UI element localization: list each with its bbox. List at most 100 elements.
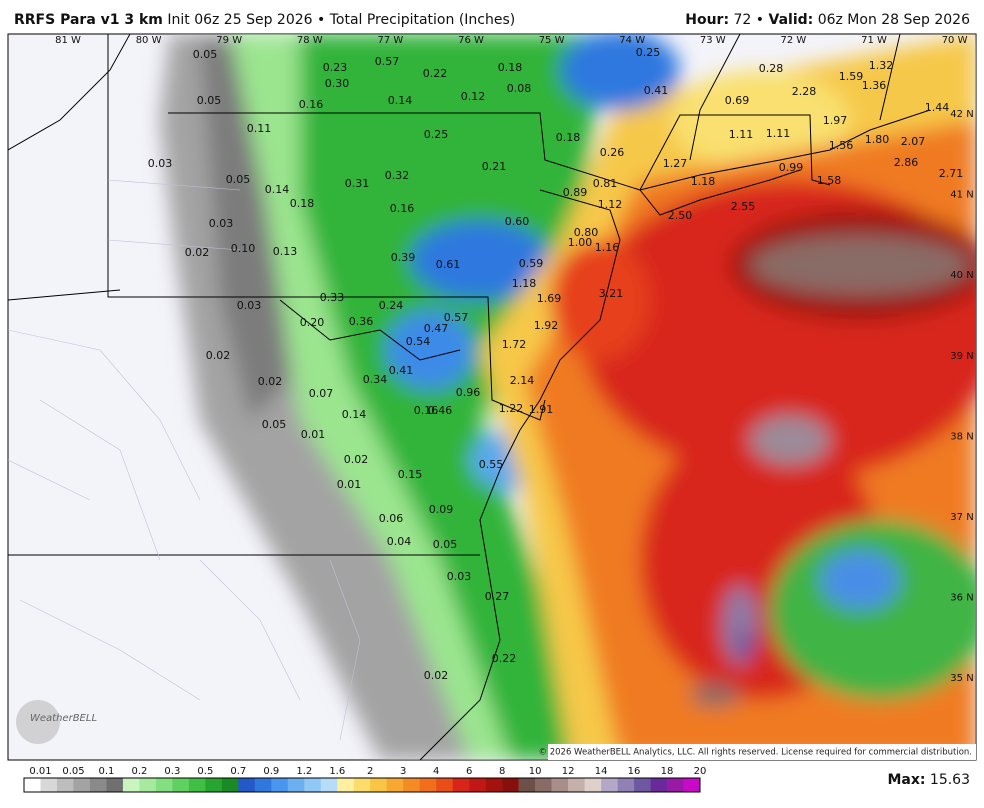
colorbar-cell bbox=[469, 778, 486, 792]
colorbar-cell bbox=[320, 778, 338, 792]
lon-label: 72 W bbox=[781, 35, 807, 46]
colorbar-cell bbox=[568, 778, 585, 792]
amount-label: 0.18 bbox=[556, 131, 581, 144]
amount-label: 0.25 bbox=[636, 46, 661, 59]
amount-label: 0.03 bbox=[148, 157, 173, 170]
amount-label: 1.18 bbox=[512, 277, 537, 290]
colorbar-cell bbox=[617, 778, 635, 792]
amount-label: 0.14 bbox=[342, 408, 367, 421]
colorbar-cell bbox=[73, 778, 91, 792]
amount-label: 1.12 bbox=[598, 198, 623, 211]
colorbar-cell bbox=[188, 778, 206, 792]
amount-label: 0.14 bbox=[265, 183, 290, 196]
amount-label: 0.31 bbox=[345, 177, 370, 190]
colorbar-border bbox=[23, 777, 701, 793]
colorbar-label: 1.6 bbox=[329, 766, 345, 777]
amount-label: 2.07 bbox=[901, 135, 926, 148]
colorbar-cell bbox=[452, 778, 470, 792]
county-lines bbox=[8, 179, 361, 741]
amount-label: 0.05 bbox=[193, 48, 218, 61]
amount-label: 0.05 bbox=[433, 538, 458, 551]
lat-label: 40 N bbox=[950, 270, 973, 281]
amount-label: 0.33 bbox=[320, 291, 345, 304]
colorbar-label: 1.2 bbox=[296, 766, 312, 777]
amount-label: 0.22 bbox=[492, 652, 517, 665]
amount-label: 0.02 bbox=[258, 375, 283, 388]
amount-label: 1.44 bbox=[925, 101, 950, 114]
amount-label: 0.22 bbox=[423, 67, 448, 80]
colorbar-cell bbox=[667, 778, 684, 792]
amount-label: 0.60 bbox=[505, 215, 530, 228]
colorbar-cell bbox=[551, 778, 569, 792]
amount-label: 0.47 bbox=[424, 322, 449, 335]
amount-label: 0.28 bbox=[759, 62, 784, 75]
logo: WeatherBELL bbox=[30, 713, 97, 724]
amount-label: 3.21 bbox=[599, 287, 624, 300]
amount-label: 0.04 bbox=[387, 535, 412, 548]
colorbar-cell bbox=[403, 778, 421, 792]
amount-label: 1.59 bbox=[839, 70, 864, 83]
latitude-labels: 42 N 41 N 40 N 39 N 38 N 37 N 36 N 35 N bbox=[950, 109, 973, 684]
lon-label: 75 W bbox=[539, 35, 565, 46]
amount-label: 1.92 bbox=[534, 319, 559, 332]
amount-label: 0.03 bbox=[209, 217, 234, 230]
amount-label: 0.12 bbox=[461, 90, 486, 103]
colorbar-cell bbox=[386, 778, 404, 792]
lon-label: 76 W bbox=[458, 35, 484, 46]
lon-label: 70 W bbox=[942, 35, 968, 46]
colorbar-label: 8 bbox=[499, 766, 505, 777]
colorbar-cell bbox=[221, 778, 239, 792]
amount-label: 0.96 bbox=[456, 386, 481, 399]
colorbar-cell bbox=[634, 778, 651, 792]
amount-label: 0.59 bbox=[519, 257, 544, 270]
amount-label: 2.71 bbox=[939, 167, 964, 180]
amount-label: 0.54 bbox=[406, 335, 431, 348]
amount-label: 0.21 bbox=[482, 160, 507, 173]
colorbar-cell bbox=[172, 778, 190, 792]
amount-label: 0.89 bbox=[563, 186, 588, 199]
copyright-box bbox=[548, 744, 976, 760]
amount-label: 1.36 bbox=[862, 79, 887, 92]
amount-label: 1.69 bbox=[537, 292, 562, 305]
amount-label: 0.69 bbox=[725, 94, 750, 107]
amount-label: 0.02 bbox=[344, 453, 369, 466]
amount-labels: 0.05 0.23 0.57 0.30 0.22 0.18 0.25 0.28 1.59 1.32… bbox=[148, 46, 964, 682]
colorbar-cell bbox=[683, 778, 701, 792]
colorbar-cell bbox=[535, 778, 552, 792]
amount-label: 0.14 bbox=[388, 94, 413, 107]
colorbar-cell bbox=[502, 778, 519, 792]
colorbar-cell bbox=[485, 778, 503, 792]
amount-label: 0.16 bbox=[414, 404, 439, 417]
colorbar-label: 16 bbox=[628, 766, 641, 777]
lon-label: 74 W bbox=[619, 35, 645, 46]
amount-label: 0.32 bbox=[385, 169, 410, 182]
colorbar-label: 0.1 bbox=[98, 766, 114, 777]
amount-label: 1.00 bbox=[568, 236, 593, 249]
lon-label: 80 W bbox=[136, 35, 162, 46]
amount-label: 0.15 bbox=[398, 468, 423, 481]
amount-label: 0.25 bbox=[424, 128, 449, 141]
amount-label: 1.58 bbox=[817, 174, 842, 187]
amount-label: 0.03 bbox=[447, 570, 472, 583]
valid-label: Valid: bbox=[769, 12, 814, 28]
colorbar-cell bbox=[584, 778, 602, 792]
colorbar-cell bbox=[254, 778, 272, 792]
colorbar-cell bbox=[337, 778, 355, 792]
amount-label: 2.28 bbox=[792, 85, 817, 98]
lat-label: 41 N bbox=[950, 190, 973, 201]
amount-label: 0.02 bbox=[185, 246, 210, 259]
colorbar-label: 0.3 bbox=[164, 766, 180, 777]
lon-label: 77 W bbox=[378, 35, 404, 46]
valid: 06z Mon 28 Sep 2026 bbox=[818, 12, 970, 28]
colorbar-label: 0.9 bbox=[263, 766, 279, 777]
colorbar-cell bbox=[238, 778, 256, 792]
amount-label: 1.11 bbox=[729, 128, 754, 141]
amount-label: 0.26 bbox=[600, 146, 625, 159]
boundaries bbox=[8, 34, 931, 760]
lon-label: 73 W bbox=[700, 35, 726, 46]
colorbar-cell bbox=[650, 778, 668, 792]
header-left: RRFS Para v1 3 km Init 06z 25 Sep 2026 •… bbox=[14, 12, 515, 28]
max-label: Max: bbox=[887, 772, 925, 788]
colorbar-cell bbox=[89, 778, 107, 792]
amount-label: 0.81 bbox=[593, 177, 618, 190]
